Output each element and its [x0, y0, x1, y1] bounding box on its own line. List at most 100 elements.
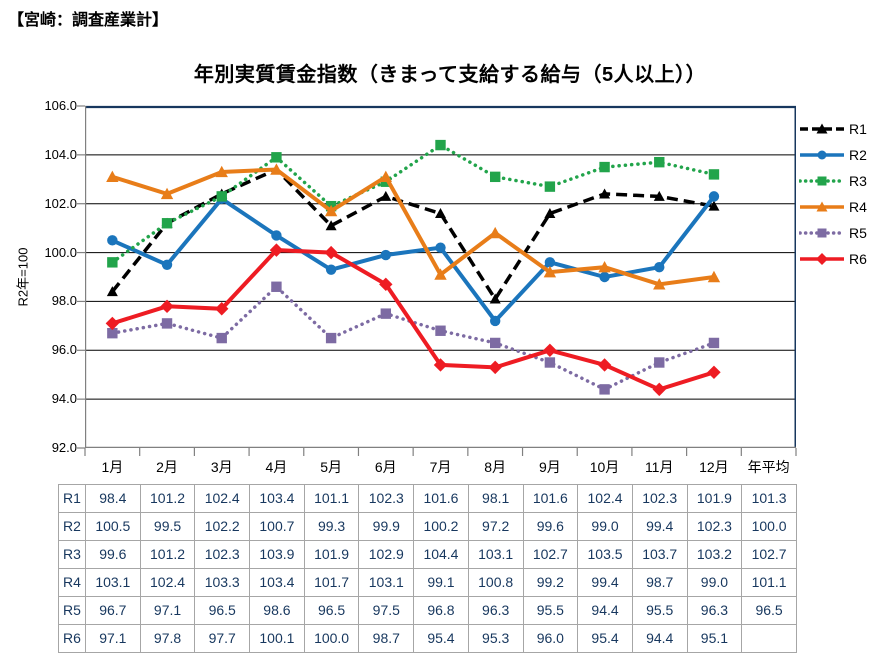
data-point-marker	[379, 277, 393, 292]
table-cell: 103.1	[86, 569, 141, 597]
table-cell: 96.3	[468, 597, 524, 625]
table-cell: 103.3	[195, 569, 251, 597]
data-point-marker	[488, 226, 502, 239]
data-point-marker	[708, 200, 720, 211]
table-row-R2: R2 100.5 99.5 102.2 100.7 99.3 99.9 100.2 97.2 99…	[59, 513, 797, 541]
table-cell: 99.6	[523, 513, 579, 541]
table-cell: 102.2	[195, 513, 251, 541]
data-point-marker	[435, 325, 446, 336]
data-point-marker	[816, 123, 828, 134]
data-point-marker	[160, 299, 174, 314]
data-point-marker	[216, 191, 227, 202]
series-R4	[106, 163, 721, 290]
table-cell: 95.4	[414, 625, 469, 653]
legend-line-sample-R6	[800, 253, 844, 265]
data-point-marker	[216, 332, 227, 344]
table-cell: 97.2	[468, 513, 524, 541]
data-point-marker	[160, 187, 174, 200]
table-cell: 99.9	[359, 513, 415, 541]
data-point-marker	[271, 281, 282, 292]
table-cell: 95.1	[687, 625, 743, 653]
table-cell: 101.1	[742, 569, 797, 597]
data-point-marker	[489, 171, 501, 183]
x-axis-label: 6月	[374, 459, 397, 475]
table-row-R3: R3 99.6 101.2 102.3 103.9 101.9 102.9 104.4 103.…	[59, 541, 797, 569]
legend-line-sample-R1	[800, 123, 844, 134]
y-axis-title: R2年=100	[15, 247, 31, 307]
data-point-marker	[599, 188, 611, 199]
x-axis-label: 1月	[101, 459, 124, 475]
data-point-marker	[653, 190, 665, 201]
data-point-marker	[816, 201, 828, 212]
table-cell: 95.4	[578, 625, 633, 653]
data-point-marker	[654, 357, 665, 368]
data-point-marker	[107, 327, 118, 339]
table-cell: 98.7	[632, 569, 688, 597]
series-line-R6	[111, 248, 715, 392]
data-point-marker	[708, 337, 720, 349]
data-point-marker	[433, 358, 448, 372]
legend-item-R4: R4	[799, 194, 867, 220]
data-point-marker	[435, 242, 446, 253]
data-point-marker	[489, 337, 501, 349]
data-point-marker	[107, 235, 118, 246]
data-point-marker	[543, 265, 557, 278]
table-row-R5: R5 96.7 97.1 96.5 98.6 96.5 97.5 96.8 96.3 95.5 94…	[59, 597, 797, 625]
data-point-marker	[544, 257, 556, 268]
data-point-marker	[817, 228, 827, 238]
data-point-marker	[324, 204, 338, 217]
table-row-R6: R6 97.1 97.8 97.7 100.1 100.0 98.7 95.4 95.3 96.0…	[59, 625, 797, 653]
table-cell: 98.6	[250, 597, 305, 625]
data-point-marker	[654, 156, 665, 168]
data-point-marker	[599, 161, 610, 173]
data-point-marker	[817, 176, 827, 186]
legend-item-R1: R1	[799, 116, 867, 142]
data-point-marker	[543, 343, 557, 357]
table-cell: 101.2	[140, 485, 196, 513]
table-cell: 103.7	[632, 541, 688, 569]
table-cell: 99.6	[86, 541, 141, 569]
table-cell: 103.4	[250, 485, 305, 513]
legend-label: R1	[849, 121, 867, 137]
table-cell: 96.5	[304, 597, 360, 625]
table-cell: 102.9	[359, 541, 415, 569]
legend-item-R3: R3	[799, 168, 867, 194]
data-point-marker	[379, 170, 393, 183]
data-point-marker	[599, 271, 610, 283]
table-cell: 103.4	[250, 569, 305, 597]
data-point-marker	[107, 257, 118, 268]
table-cell	[742, 625, 797, 653]
series-line-R4	[111, 167, 715, 287]
table-cell: 97.1	[140, 597, 196, 625]
data-point-marker	[598, 261, 611, 273]
x-axis-label: 3月	[210, 459, 233, 475]
table-cell: 102.3	[632, 485, 688, 513]
table-cell: 98.4	[86, 485, 141, 513]
data-point-marker	[380, 308, 392, 319]
table-cell: 103.5	[578, 541, 633, 569]
series-R5	[107, 281, 720, 395]
table-row-header: R1	[59, 485, 86, 513]
table-cell: 97.7	[195, 625, 251, 653]
legend-label: R5	[849, 225, 867, 241]
x-axis-label: 10月	[589, 459, 620, 475]
chart-title: 年別実質賃金指数（きまって支給する給与（5人以上））	[193, 64, 707, 86]
legend-item-R5: R5	[799, 220, 867, 246]
data-table: R1 98.4 101.2 102.4 103.4 101.1 102.3 101.6 98.1…	[58, 484, 797, 653]
table-cell: 99.2	[523, 569, 579, 597]
table-cell: 102.7	[742, 541, 797, 569]
table-cell: 100.5	[86, 513, 141, 541]
table-cell: 102.3	[687, 513, 743, 541]
table-cell: 99.3	[304, 513, 360, 541]
data-point-marker	[544, 207, 556, 218]
y-tick-label: 100.0	[44, 244, 77, 260]
table-cell: 103.1	[359, 569, 415, 597]
x-axis-label: 11月	[644, 459, 674, 475]
legend-line-sample-R5	[799, 228, 845, 238]
table-cell: 101.6	[414, 485, 469, 513]
data-point-marker	[380, 249, 392, 261]
table-row-R1: R1 98.4 101.2 102.4 103.4 101.1 102.3 101.6 98.1…	[59, 485, 797, 513]
data-point-marker	[435, 207, 446, 218]
table-cell: 102.4	[578, 485, 633, 513]
